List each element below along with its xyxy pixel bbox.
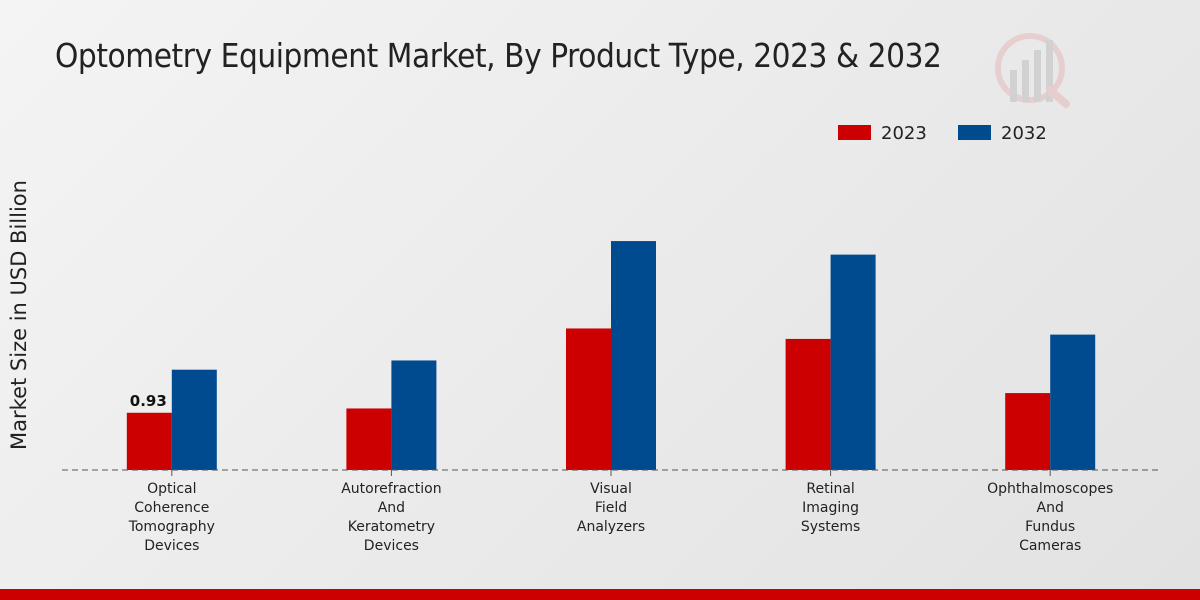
x-tick-label-1: Autorefraction And Keratometry Devices [341,481,441,554]
watermark-logo-icon [995,33,1070,108]
bar-2032-0 [171,369,217,470]
bar-2032-2 [611,241,656,470]
footer-bar [0,589,1200,600]
bar-2032-4 [1050,334,1096,470]
legend-item-2023: 2023 [838,123,927,144]
bar-2032-3 [830,254,876,470]
legend-swatch [838,125,871,140]
bar-2023-2 [566,328,611,470]
bar-2023-3 [785,338,831,470]
x-tick-label-0: Optical Coherence Tomography Devices [128,481,215,554]
bar-2023-4 [1005,393,1051,470]
x-tick-label-3: Retinal Imaging Systems [801,481,861,535]
x-tick-label-2: Visual Field Analyzers [577,481,645,535]
legend-label: 2023 [881,123,927,144]
chart-title: Optometry Equipment Market, By Product T… [55,36,942,75]
x-tick-label-4: Ophthalmoscopes And Fundus Cameras [987,481,1113,554]
bar-2032-1 [391,360,437,470]
data-label: 0.93 [130,392,167,410]
legend-label: 2032 [1001,123,1047,144]
legend-swatch [958,125,991,140]
bar-2023-1 [346,408,392,470]
bar-2023-0 [126,412,172,470]
legend-item-2032: 2032 [958,123,1047,144]
y-axis-label: Market Size in USD Billion [7,180,31,450]
